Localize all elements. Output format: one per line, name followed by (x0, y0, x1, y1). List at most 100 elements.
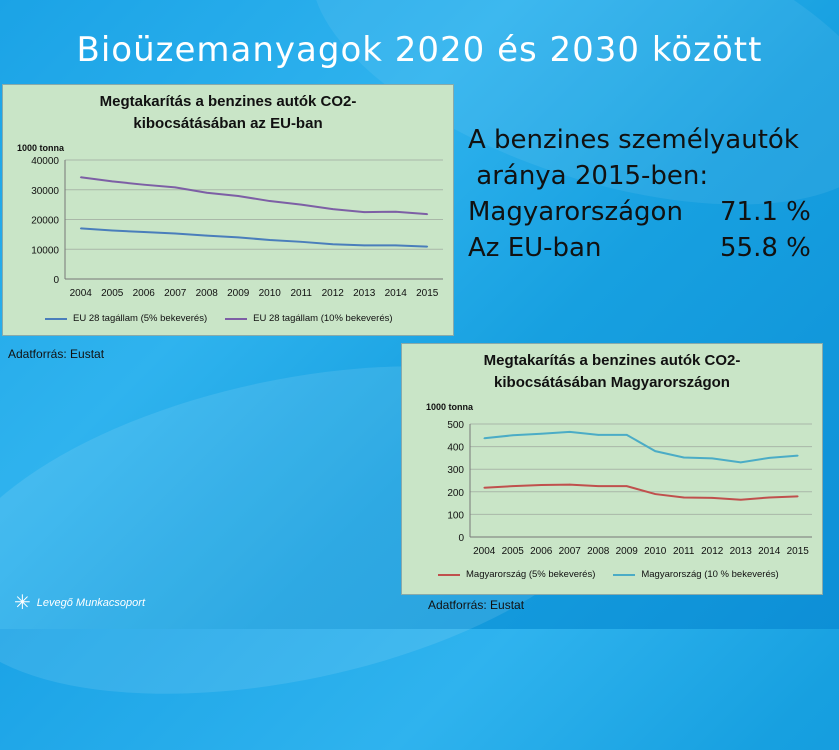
legend-label: Magyarország (10 % bekeverés) (641, 569, 779, 580)
chart-title-line1: Megtakarítás a benzines autók CO2- (99, 93, 357, 110)
data-point (682, 456, 685, 459)
x-tick-label: 2005 (101, 288, 124, 299)
y-tick-label: 0 (458, 533, 464, 544)
data-point (568, 483, 571, 486)
data-point (142, 183, 145, 186)
legend-item: Magyarország (10 % bekeverés) (613, 569, 779, 580)
x-tick-label: 2013 (730, 546, 753, 557)
data-point (511, 434, 514, 437)
info-label: Az EU-ban (468, 233, 602, 263)
x-tick-label: 2008 (587, 546, 610, 557)
legend-swatch (438, 573, 460, 576)
data-point (682, 496, 685, 499)
logo-mark-icon: ✳ (14, 592, 31, 614)
chart-title-line2: kibocsátásában Magyarországon (494, 374, 730, 391)
data-point (394, 244, 397, 247)
data-point (426, 213, 429, 215)
info-value: 71.1 % (720, 197, 811, 227)
data-point (300, 241, 303, 243)
legend-swatch (613, 573, 636, 576)
data-point (237, 195, 240, 197)
data-point (268, 200, 271, 202)
data-point (394, 210, 397, 213)
x-tick-label: 2011 (673, 546, 695, 557)
x-tick-label: 2006 (530, 546, 553, 557)
x-tick-label: 2009 (616, 546, 639, 557)
x-tick-label: 2014 (758, 546, 781, 557)
data-point (111, 180, 114, 183)
y-unit-label: 1000 tonna (426, 402, 474, 412)
info-line: aránya 2015-ben: (468, 161, 709, 191)
chart-legend: EU 28 tagállam (5% bekeverés) EU 28 tagá… (45, 313, 393, 324)
y-unit-label: 1000 tonna (17, 143, 65, 153)
data-point (768, 496, 771, 499)
logo-text: Levegő Munkacsoport (36, 596, 145, 609)
data-point (426, 245, 429, 248)
data-point (711, 497, 714, 499)
y-tick-label: 20000 (31, 216, 59, 227)
legend-swatch (225, 317, 248, 320)
x-tick-label: 2013 (353, 288, 376, 299)
chart-title-line2: kibocsátásában az EU-ban (133, 115, 323, 132)
legend-label: Magyarország (5% bekeverés) (466, 569, 596, 580)
data-point (142, 231, 145, 233)
slide-title: Bioüzemanyagok 2020 és 2030 között (76, 30, 763, 70)
data-point (483, 486, 486, 489)
data-point (568, 431, 571, 433)
chart-legend: Magyarország (5% bekeverés) Magyarország… (438, 569, 779, 580)
data-point (654, 493, 657, 495)
data-point (796, 454, 799, 457)
series-line (80, 227, 428, 248)
legend-swatch (45, 317, 67, 320)
data-point (768, 457, 771, 459)
x-tick-label: 2005 (502, 546, 525, 557)
data-point (331, 243, 334, 245)
y-tick-label: 0 (53, 275, 59, 286)
data-point (540, 484, 543, 486)
series-line (484, 483, 798, 501)
x-tick-label: 2006 (133, 288, 156, 299)
data-point (483, 437, 486, 440)
x-tick-label: 2015 (416, 288, 439, 299)
info-value: 55.8 % (720, 233, 811, 263)
data-point (363, 211, 366, 213)
data-point (739, 461, 742, 464)
series-line (80, 176, 428, 216)
x-tick-label: 2009 (227, 288, 250, 299)
data-point (205, 191, 208, 194)
x-tick-label: 2015 (787, 546, 810, 557)
info-row-eu: Az EU-ban 55.8 % (468, 230, 811, 266)
source-note: Adatforrás: Eustat (428, 598, 525, 612)
data-point (111, 229, 114, 232)
legend-item: EU 28 tagállam (5% bekeverés) (45, 313, 207, 324)
info-label: Magyarországon (468, 197, 683, 227)
x-tick-label: 2011 (290, 288, 312, 299)
data-point (205, 234, 208, 237)
x-tick-label: 2014 (385, 288, 408, 299)
chart-plot: 0 100 200 300 400 500 2004 2005 2006 2007 2008 2009… (447, 420, 812, 557)
data-point (268, 239, 271, 241)
x-tick-label: 2010 (259, 288, 282, 299)
y-tick-label: 500 (447, 420, 464, 431)
data-point (540, 432, 543, 435)
chart-title: Megtakarítás a benzines autók CO2- kiboc… (3, 91, 453, 135)
data-point (625, 434, 628, 436)
data-point (597, 485, 600, 487)
data-point (597, 434, 600, 436)
data-point (300, 203, 303, 206)
y-tick-label: 300 (447, 465, 464, 476)
x-tick-label: 2007 (559, 546, 582, 557)
x-tick-label: 2010 (644, 546, 667, 557)
x-tick-label: 2004 (473, 546, 496, 557)
x-tick-label: 2007 (164, 288, 187, 299)
data-point (331, 208, 334, 210)
data-point (237, 236, 240, 239)
eu-savings-chart: Megtakarítás a benzines autók CO2- kiboc… (2, 84, 454, 336)
data-point (739, 498, 742, 501)
data-point (79, 176, 82, 179)
series-line (484, 430, 798, 464)
info-row-hungary: Magyarországon 71.1 % (468, 194, 811, 230)
y-tick-label: 30000 (31, 186, 59, 197)
data-point (174, 232, 177, 235)
info-line: A benzines személyautók (468, 125, 799, 155)
